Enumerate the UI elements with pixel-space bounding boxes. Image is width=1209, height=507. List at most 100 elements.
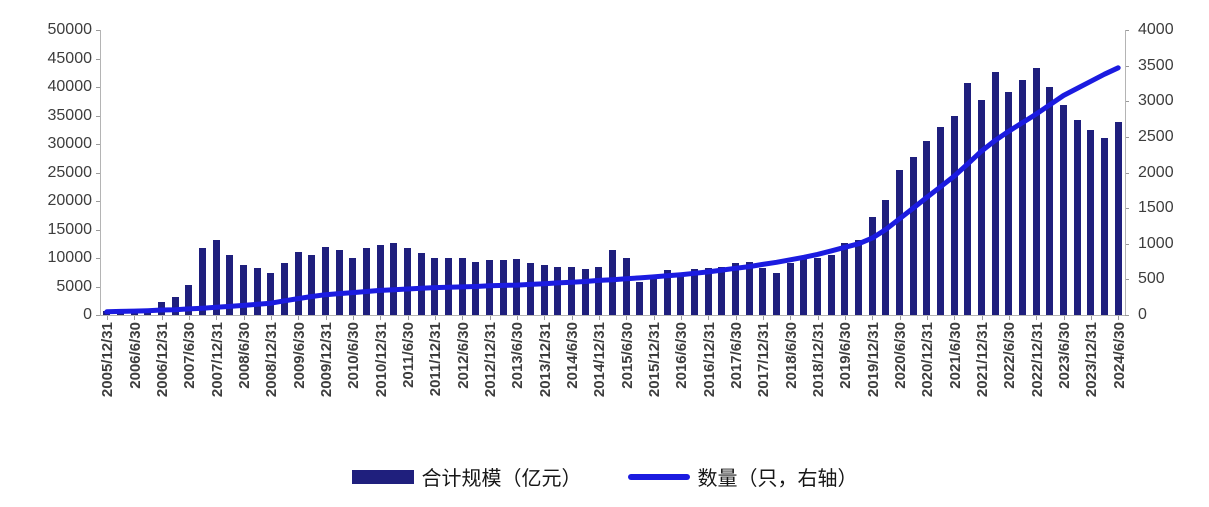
bar	[800, 257, 808, 315]
x-axis-label: 2013/6/30	[509, 322, 527, 389]
bar	[267, 272, 275, 315]
x-axis-tick	[1090, 316, 1092, 320]
x-axis-tick	[216, 316, 218, 320]
x-axis-label: 2019/12/31	[864, 322, 882, 398]
bar	[308, 255, 316, 315]
bar	[855, 240, 862, 315]
left-axis-tick	[96, 286, 100, 288]
bar	[950, 115, 958, 315]
x-axis-label: 2014/6/30	[564, 322, 581, 389]
x-axis-label: 2007/12/31	[208, 322, 226, 398]
left-axis-tick	[96, 144, 100, 145]
left-axis-tick-label: 15000	[47, 220, 93, 238]
bar-series-swatch	[351, 469, 414, 484]
right-axis-tick	[1125, 315, 1129, 316]
bar	[732, 263, 739, 315]
x-axis-tick	[407, 316, 409, 320]
bar	[909, 157, 917, 315]
left-axis-tick-label: 20000	[47, 192, 93, 209]
bar	[609, 250, 616, 315]
x-axis-label: 2021/6/30	[946, 322, 964, 389]
bar	[1114, 121, 1122, 315]
right-axis-tick-label: 3000	[1138, 92, 1174, 110]
x-axis-tick	[954, 316, 956, 320]
right-axis-tick-label: 0	[1138, 306, 1147, 323]
bar	[1087, 130, 1095, 315]
bar	[212, 239, 220, 315]
x-axis-tick	[653, 316, 655, 320]
x-axis-label: 2020/12/31	[919, 322, 937, 398]
x-axis-label: 2017/6/30	[728, 322, 745, 389]
x-axis-tick	[243, 316, 245, 320]
line-series-label: 数量（只，右轴）	[697, 468, 858, 490]
x-axis-label: 2006/6/30	[126, 322, 144, 389]
left-axis-tick	[96, 315, 100, 316]
bar	[540, 265, 548, 315]
right-axis-tick	[1125, 101, 1129, 103]
left-axis-tick	[96, 201, 100, 202]
left-axis-tick-label: 25000	[47, 163, 93, 181]
bar	[363, 248, 370, 315]
x-axis-label: 2018/6/30	[782, 322, 800, 389]
bar	[1019, 80, 1026, 315]
line-series-swatch	[627, 473, 690, 480]
left-axis-tick-label: 40000	[47, 78, 93, 95]
left-axis-tick-label: 30000	[47, 135, 93, 152]
x-axis-label: 2012/12/31	[482, 322, 499, 398]
bar	[868, 216, 876, 315]
x-axis-label: 2021/12/31	[974, 322, 991, 398]
x-axis-label: 2008/12/31	[263, 322, 281, 398]
bar	[322, 247, 329, 315]
left-axis-tick	[96, 115, 100, 117]
right-axis-tick-label: 2000	[1138, 163, 1174, 181]
bar-series-label: 合计规模（亿元）	[421, 468, 582, 490]
x-axis-label: 2010/12/31	[372, 322, 390, 398]
x-axis-tick	[434, 316, 436, 320]
x-axis-label: 2017/12/31	[755, 322, 773, 398]
x-axis-tick	[462, 316, 464, 320]
x-axis-label: 2019/6/30	[837, 322, 855, 389]
legend-item-total-scale: 合计规模（亿元）	[351, 462, 582, 491]
x-axis-label: 2020/6/30	[892, 322, 909, 389]
x-axis-tick	[1118, 316, 1120, 320]
count-line	[104, 65, 1121, 315]
x-axis-tick	[325, 316, 327, 320]
x-axis-tick	[352, 316, 354, 320]
bar	[1005, 92, 1013, 315]
x-axis-label: 2012/6/30	[454, 322, 472, 389]
bar	[923, 141, 931, 315]
right-axis-tick-label: 1500	[1138, 199, 1174, 217]
x-axis-label: 2008/6/30	[236, 322, 253, 389]
bar	[841, 243, 849, 315]
bar	[622, 258, 630, 315]
x-axis-label: 2014/12/31	[591, 322, 609, 398]
bar	[677, 273, 685, 315]
x-axis-label: 2024/6/30	[1110, 322, 1128, 389]
x-axis-tick	[161, 316, 163, 320]
x-axis-tick	[544, 316, 546, 320]
x-axis-label: 2022/6/30	[1001, 322, 1019, 389]
x-axis-tick	[817, 316, 819, 320]
bar	[581, 269, 589, 315]
bar	[964, 83, 972, 315]
bar	[1073, 120, 1081, 315]
x-axis-tick	[790, 316, 792, 320]
bar	[896, 170, 903, 315]
x-axis-label: 2022/12/31	[1028, 322, 1046, 398]
x-axis-label: 2023/6/30	[1056, 322, 1073, 389]
bar	[1101, 138, 1108, 315]
bar	[773, 273, 780, 315]
bar	[171, 296, 179, 315]
left-axis-tick	[96, 30, 100, 31]
x-axis-tick	[489, 316, 491, 320]
x-axis-label: 2009/6/30	[290, 322, 308, 389]
count-line-layer	[104, 65, 1121, 315]
left-axis-tick-label: 35000	[47, 106, 93, 124]
x-axis-tick	[134, 316, 136, 320]
x-axis-tick	[1036, 316, 1038, 320]
left-axis-tick	[96, 87, 100, 88]
right-axis-tick	[1125, 65, 1129, 67]
x-axis-label: 2005/12/31	[99, 322, 117, 398]
right-axis-tick-label: 3500	[1138, 56, 1174, 74]
bar	[349, 258, 357, 315]
